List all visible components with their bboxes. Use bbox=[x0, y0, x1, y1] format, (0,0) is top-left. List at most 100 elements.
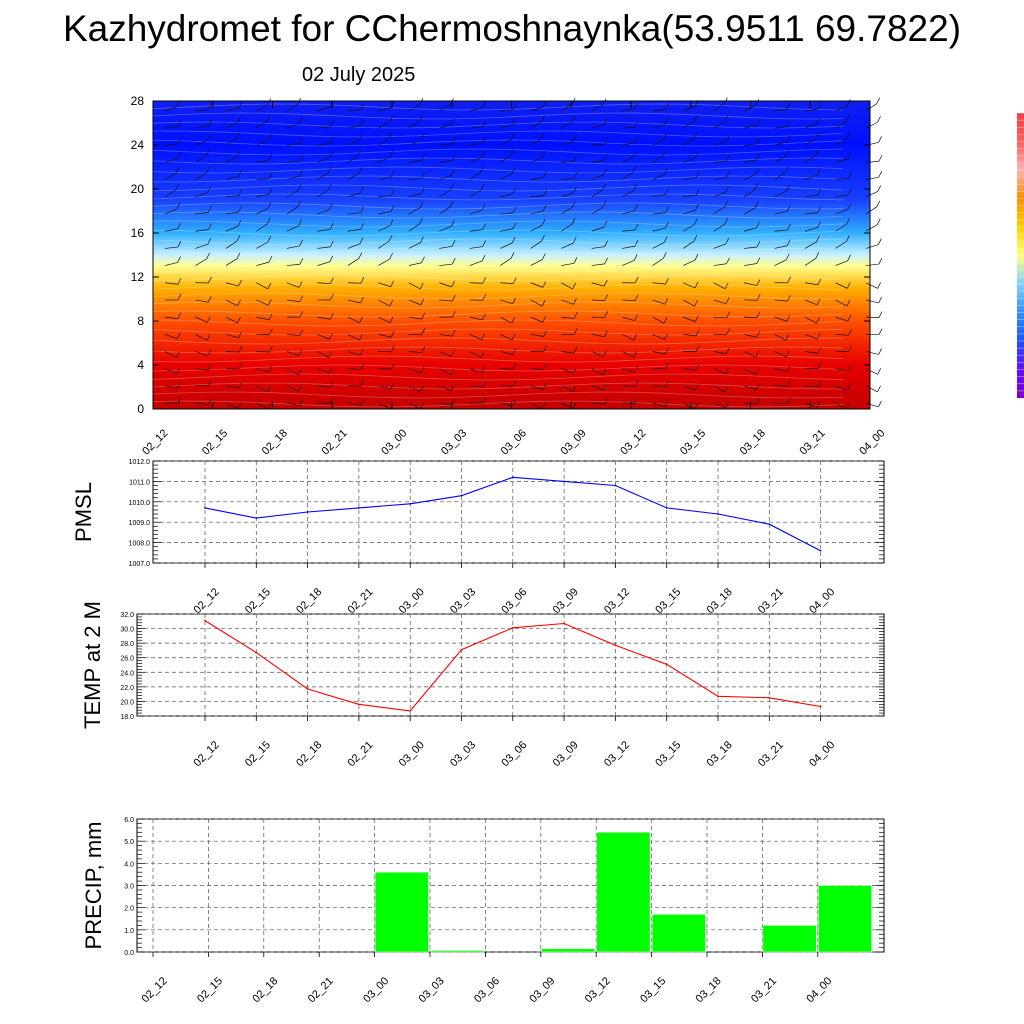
wind-barb-shaft bbox=[408, 193, 422, 198]
wind-barb-flag bbox=[512, 118, 517, 126]
wind-barb-flag bbox=[238, 382, 243, 389]
wind-barb-shaft bbox=[622, 108, 635, 112]
wind-barb-shaft bbox=[225, 258, 238, 266]
wind-barb-shaft bbox=[317, 189, 329, 198]
wind-barb-flag bbox=[451, 117, 455, 125]
wind-barb-flag bbox=[208, 363, 212, 371]
contour-line bbox=[152, 229, 844, 237]
x-tick-label: 03_06 bbox=[499, 586, 529, 616]
wind-barb-shaft bbox=[713, 351, 727, 355]
wind-barb-flag bbox=[664, 400, 669, 407]
wind-barb-flag bbox=[482, 240, 486, 247]
wind-barb-shaft bbox=[865, 176, 879, 181]
data-point bbox=[665, 663, 668, 666]
wind-barb-flag bbox=[817, 347, 822, 354]
data-point bbox=[563, 622, 565, 625]
wind-barb-shaft bbox=[622, 333, 634, 341]
wind-barb-flag bbox=[726, 154, 730, 162]
wind-barb-flag bbox=[206, 252, 210, 260]
wind-barb-flag bbox=[541, 300, 546, 307]
wind-barb-shaft bbox=[683, 209, 696, 215]
wind-barb-shaft bbox=[744, 125, 757, 129]
wind-barb-flag bbox=[480, 351, 485, 358]
wind-barb-flag bbox=[420, 298, 425, 306]
wind-barb-shaft bbox=[256, 120, 268, 129]
wind-barb-flag bbox=[268, 365, 273, 373]
wind-barb-shaft bbox=[713, 299, 727, 304]
wind-barb-flag bbox=[360, 277, 365, 284]
wind-barb-flag bbox=[756, 397, 761, 404]
wind-barb-shaft bbox=[865, 402, 879, 408]
wind-barb-shaft bbox=[500, 228, 514, 232]
wind-barb-flag bbox=[573, 367, 577, 374]
wind-barb-shaft bbox=[774, 351, 787, 358]
wind-barb-flag bbox=[451, 350, 455, 357]
wind-barb-flag bbox=[541, 402, 546, 410]
wind-barb-flag bbox=[512, 206, 517, 213]
wind-barb-shaft bbox=[835, 402, 848, 410]
wind-barb-shaft bbox=[682, 402, 695, 410]
wind-barb-flag bbox=[512, 187, 517, 194]
data-point bbox=[204, 619, 206, 622]
wind-barb-shaft bbox=[225, 351, 239, 353]
wind-barb-flag bbox=[846, 282, 851, 289]
wind-barb-flag bbox=[207, 186, 212, 193]
colorbar bbox=[1017, 112, 1024, 398]
x-tick-label: 02_21 bbox=[345, 586, 375, 616]
x-tick-label: 03_03 bbox=[448, 739, 478, 769]
wind-barb-shaft bbox=[683, 316, 696, 323]
wind-barb-flag bbox=[237, 116, 241, 123]
wind-barb-flag bbox=[603, 383, 608, 391]
x-tick-label: 03_12 bbox=[583, 975, 613, 1005]
x-tick-label: 03_18 bbox=[694, 975, 724, 1005]
wind-barb-shaft bbox=[286, 175, 300, 181]
wind-barb-shaft bbox=[286, 160, 300, 163]
wind-barb-shaft bbox=[713, 121, 726, 129]
wind-barb-shaft bbox=[469, 260, 483, 266]
wind-barb-shaft bbox=[317, 172, 329, 181]
y-tick-label: 4.0 bbox=[124, 861, 134, 868]
y-tick-label: 6.0 bbox=[124, 817, 134, 824]
wind-barb-flag bbox=[633, 334, 638, 341]
contour-line bbox=[152, 310, 844, 318]
wind-barb-shaft bbox=[805, 212, 819, 215]
wind-barb-shaft bbox=[652, 282, 666, 285]
wind-barb-shaft bbox=[652, 351, 666, 355]
wind-barb-shaft bbox=[378, 107, 391, 112]
wind-barb-shaft bbox=[683, 385, 696, 391]
y-tick-label: 24.0 bbox=[120, 670, 134, 677]
wind-barb-flag bbox=[389, 252, 393, 260]
wind-barb-flag bbox=[634, 314, 639, 321]
wind-barb-flag bbox=[390, 331, 395, 338]
wind-barb-shaft bbox=[561, 299, 574, 305]
wind-barb-shaft bbox=[804, 123, 818, 129]
wind-barb-flag bbox=[542, 151, 546, 158]
y-tick-label: 1011.0 bbox=[129, 479, 150, 486]
wind-barb-flag bbox=[390, 205, 395, 212]
wind-barb-flag bbox=[421, 256, 425, 263]
wind-barb-flag bbox=[786, 315, 791, 322]
wind-barb-shaft bbox=[774, 299, 788, 302]
wind-barb-flag bbox=[267, 98, 272, 105]
wind-barb-flag bbox=[541, 218, 546, 226]
wind-barb-flag bbox=[330, 277, 334, 284]
wind-barb-shaft bbox=[652, 316, 665, 324]
wind-barb-flag bbox=[665, 206, 669, 213]
wind-barb-flag bbox=[604, 294, 608, 301]
wind-barb-flag bbox=[604, 257, 608, 265]
precip-bar bbox=[596, 832, 651, 953]
wind-barb-flag bbox=[299, 154, 304, 162]
wind-barb-flag bbox=[360, 186, 364, 194]
wind-barb-shaft bbox=[682, 120, 695, 129]
wind-barb-flag bbox=[632, 166, 637, 173]
wind-barb-shaft bbox=[408, 177, 422, 181]
wind-barb-shaft bbox=[500, 258, 512, 266]
wind-barb-shaft bbox=[500, 212, 514, 215]
wind-barb-shaft bbox=[561, 223, 573, 232]
wind-barb-flag bbox=[299, 258, 304, 265]
wind-barb-flag bbox=[237, 316, 241, 324]
wind-barb-flag bbox=[664, 168, 668, 175]
wind-barb-flag bbox=[207, 296, 212, 303]
wind-barb-flag bbox=[329, 203, 333, 210]
x-tick-label: 03_12 bbox=[618, 427, 648, 457]
